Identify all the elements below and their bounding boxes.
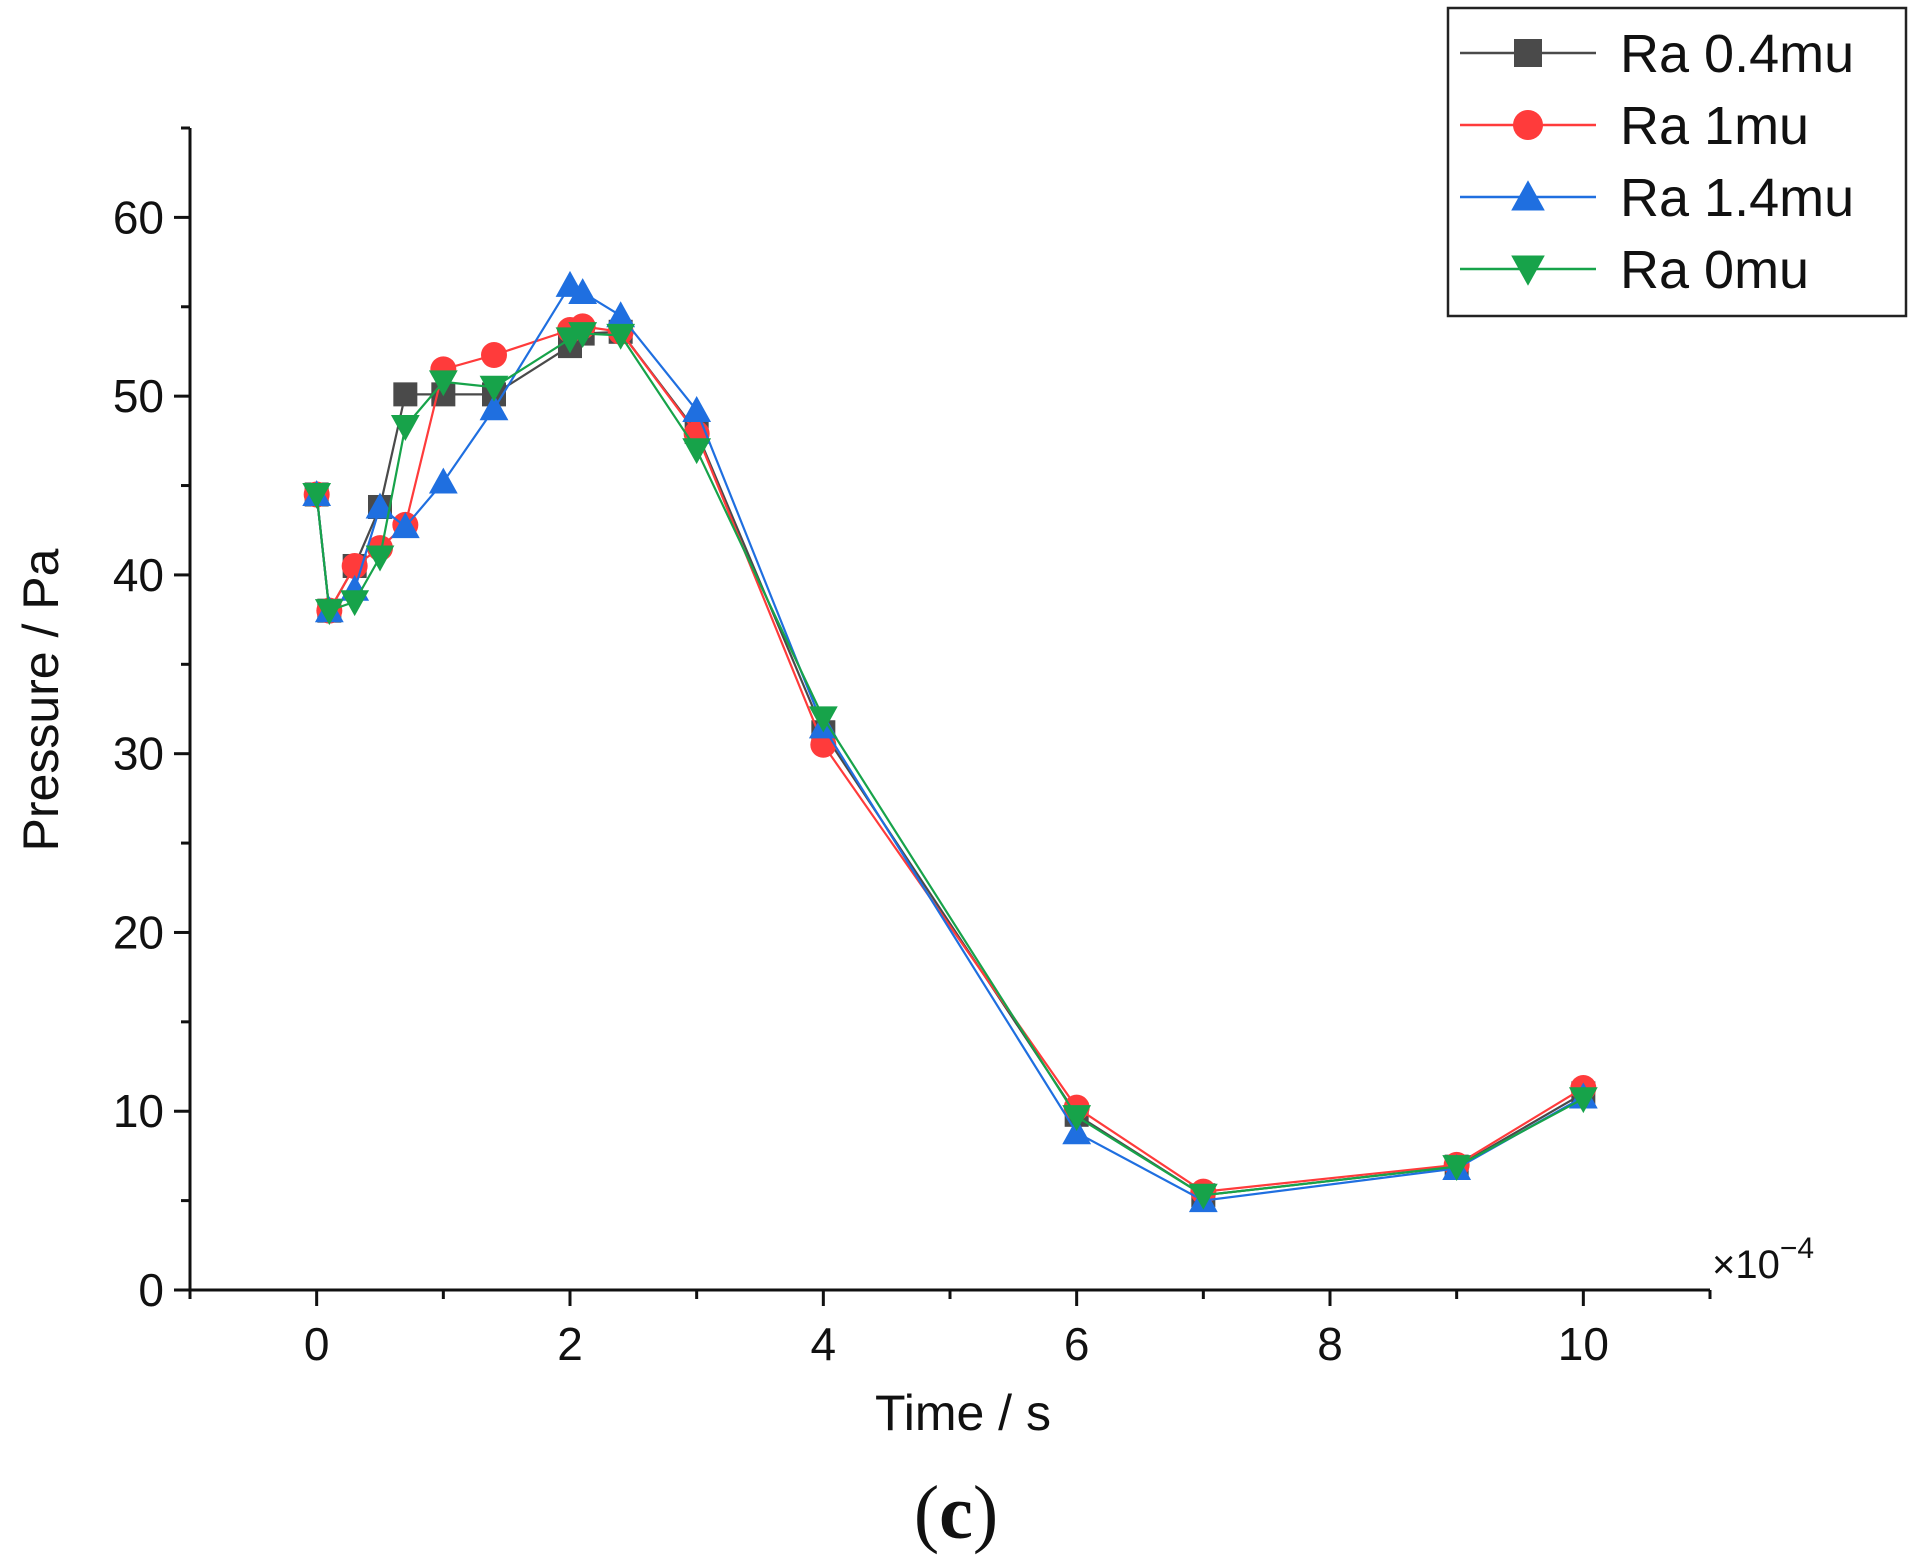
chart: 0 2 4 6 8 10 0 10 20 30 40 50 60 Ra 0.4mu Ra 1mu Ra 1.… (0, 0, 1912, 1568)
series-layer (302, 271, 1597, 1212)
legend-label: Ra 1mu (1620, 96, 1809, 156)
y-tick-label: 30 (113, 728, 164, 780)
y-tick-label: 20 (113, 906, 164, 958)
figure-caption: (c) (0, 1470, 1912, 1557)
x-tick-label: 2 (557, 1318, 583, 1370)
legend-marker (1513, 110, 1543, 140)
caption-letter: c (939, 1471, 973, 1555)
series-ra-0-4mu (305, 320, 1596, 1207)
x-axis-multiplier: ×10−4 (1712, 1232, 1814, 1287)
y-tick-label: 40 (113, 549, 164, 601)
series-ra-1-4mu (302, 271, 1597, 1212)
series-line (317, 285, 1584, 1200)
caption-open: ( (914, 1471, 939, 1555)
legend: Ra 0.4mu Ra 1mu Ra 1.4mu Ra 0mu (1448, 8, 1906, 316)
series-line (317, 326, 1584, 1191)
y-tick-label: 50 (113, 370, 164, 422)
data-point (481, 342, 507, 368)
x-tick-label: 4 (811, 1318, 837, 1370)
y-tick-label: 60 (113, 191, 164, 243)
data-point (340, 590, 369, 616)
x-axis-multiplier-base: ×10 (1712, 1243, 1780, 1287)
data-point (429, 468, 458, 494)
x-tick-label: 10 (1558, 1318, 1609, 1370)
x-tick-label: 6 (1064, 1318, 1090, 1370)
x-tick-label: 0 (304, 1318, 330, 1370)
y-axis-title: Pressure / Pa (13, 548, 69, 851)
series-ra-1mu (304, 313, 1597, 1204)
x-axis-title: Time / s (875, 1385, 1051, 1441)
y-tick-label: 0 (138, 1264, 164, 1316)
legend-marker (1514, 39, 1542, 67)
data-point (682, 396, 711, 422)
x-axis-multiplier-exponent: −4 (1780, 1232, 1814, 1265)
series-line (317, 332, 1584, 1195)
x-tick-label: 8 (1317, 1318, 1343, 1370)
data-point (366, 546, 395, 572)
series-ra-0mu (302, 322, 1597, 1210)
data-point (606, 301, 635, 327)
legend-label: Ra 1.4mu (1620, 168, 1854, 228)
series-line (317, 334, 1584, 1196)
data-point (393, 382, 417, 406)
legend-label: Ra 0.4mu (1620, 24, 1854, 84)
y-tick-label: 10 (113, 1085, 164, 1137)
legend-label: Ra 0mu (1620, 240, 1809, 300)
caption-close: ) (973, 1471, 998, 1555)
